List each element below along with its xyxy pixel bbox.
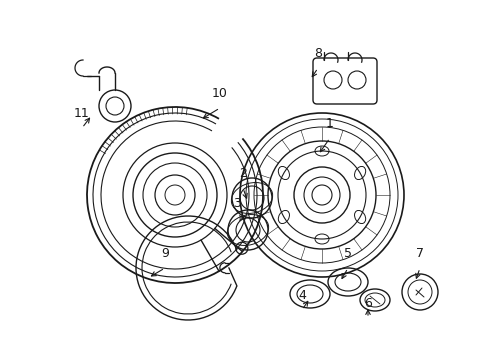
Text: 4: 4	[298, 289, 305, 302]
Text: 6: 6	[364, 297, 371, 310]
Text: 5: 5	[343, 247, 351, 260]
Text: 1: 1	[325, 117, 333, 130]
Text: 3: 3	[233, 197, 241, 210]
Text: 10: 10	[212, 87, 227, 100]
Text: 8: 8	[313, 47, 321, 60]
Text: 11: 11	[74, 107, 90, 120]
Text: 2: 2	[239, 167, 246, 180]
Text: 7: 7	[415, 247, 423, 260]
Text: 9: 9	[161, 247, 168, 260]
